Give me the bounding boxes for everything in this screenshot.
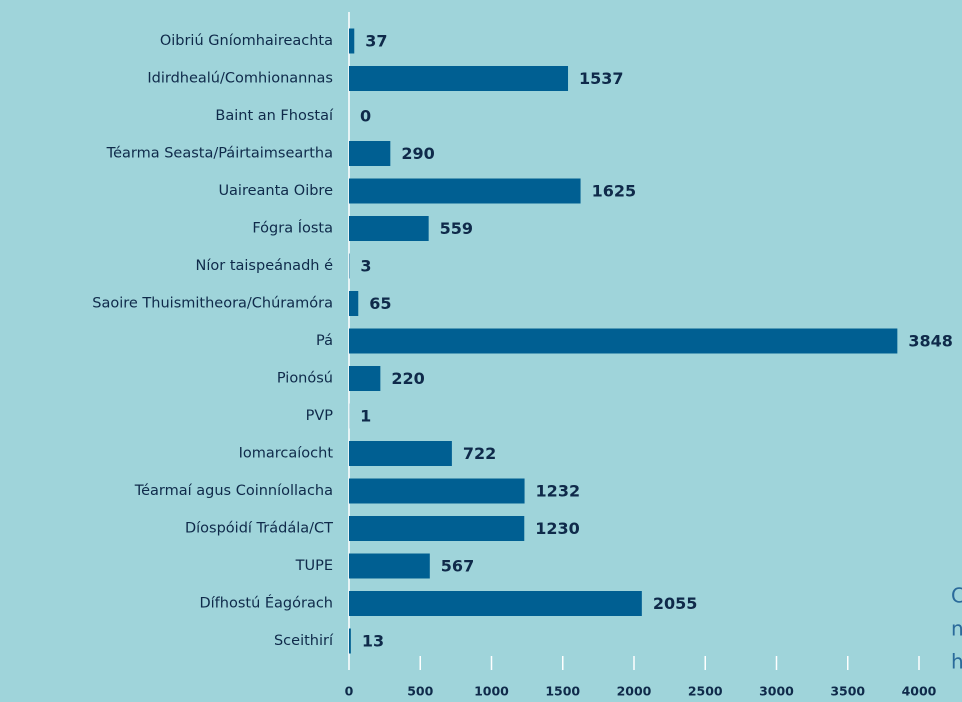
x-tick-label: 0 [345,684,354,699]
x-tick-label: 2500 [688,684,723,699]
category-label: Iomarcaíocht [239,446,334,462]
value-label: 2055 [653,594,698,613]
category-label: Fógra Íosta [252,220,333,237]
bar [349,28,355,54]
category-label: Dífhostú Éagórach [199,595,333,612]
bar [349,178,581,204]
category-label: Oibriú Gníomhaireachta [160,33,333,49]
bar [349,553,430,579]
x-tick-label: 2000 [617,684,652,699]
value-label: 1230 [535,519,580,538]
category-label: Uaireanta Oibre [218,183,333,199]
value-label: 1 [360,407,371,426]
category-label: Téarmaí agus Coinníollacha [134,483,333,499]
category-label: Saoire Thuismitheora/Chúramóra [92,296,333,312]
x-tick-label: 1000 [474,684,509,699]
bar [349,628,351,654]
category-label: Pionósú [277,371,333,387]
value-label: 37 [365,32,387,51]
value-label: 1537 [579,69,624,88]
x-tick-label: 4000 [902,684,937,699]
category-label: PVP [306,408,334,424]
bar [349,441,452,466]
value-label: 3848 [908,332,953,351]
category-label: Níor taispeánadh é [196,258,334,274]
value-label: 3 [360,257,371,276]
category-label: Díospóidí Trádála/CT [185,521,333,537]
bar [349,291,359,316]
x-tick-label: 1500 [545,684,580,699]
x-tick-label: 3500 [830,684,865,699]
value-label: 1625 [592,182,637,201]
category-label: Téarma Seasta/Páirtaimseartha [106,146,333,162]
bar [349,516,525,541]
value-label: 13 [362,632,384,651]
value-label: 220 [391,369,424,388]
side-text: C [951,584,962,608]
category-label: Pá [316,333,333,349]
side-text: n [951,617,962,641]
bar [349,478,525,504]
value-label: 567 [441,557,474,576]
side-text: h [951,650,962,674]
bar [349,141,391,166]
value-label: 65 [369,294,391,313]
value-label: 722 [463,444,496,463]
category-label: TUPE [295,558,333,574]
bar [349,366,381,391]
value-label: 559 [440,219,473,238]
bar [349,66,569,91]
value-label: 290 [401,144,434,163]
category-label: Sceithirí [274,633,334,649]
category-label: Idirdhealú/Comhionannas [147,71,333,87]
x-tick-label: 500 [407,684,433,699]
bar [349,216,429,241]
category-label: Baint an Fhostaí [215,108,334,124]
value-label: 1232 [536,482,581,501]
value-label: 0 [360,107,371,126]
x-tick-label: 3000 [759,684,794,699]
bar [349,591,642,616]
bar [349,328,898,354]
